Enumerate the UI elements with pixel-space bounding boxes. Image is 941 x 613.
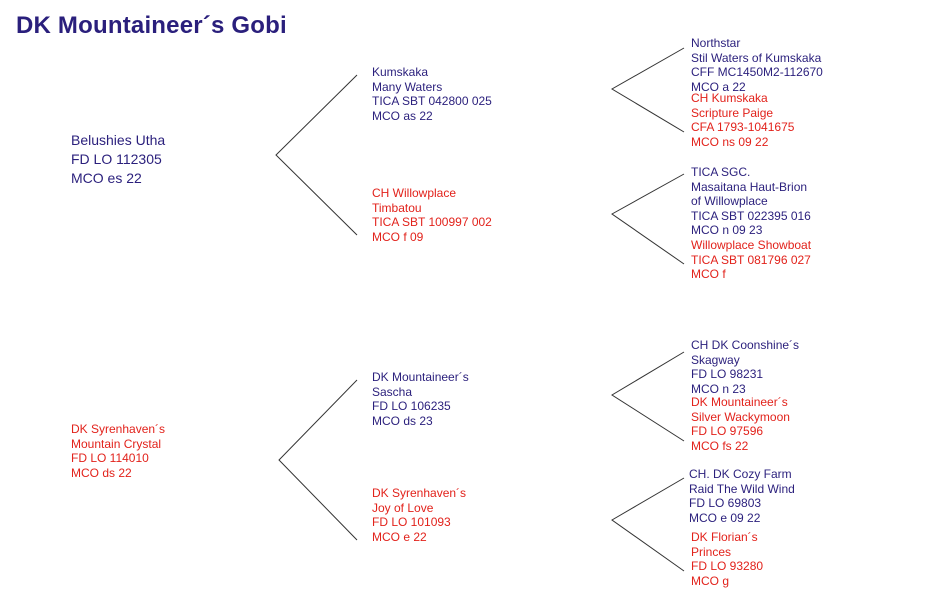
dss-line-4: MCO n 23 [691,381,746,396]
sire-dam-entry: CH Willowplace Timbatou TICA SBT 100997 … [372,186,492,244]
dss-entry: CH DK Coonshine´s Skagway FD LO 98231 MC… [691,338,799,396]
dsd-entry: DK Mountaineer´s Silver Wackymoon FD LO … [691,395,790,453]
ddd-line-4: MCO g [691,573,730,588]
sss-line-2: Stil Waters of Kumskaka [691,50,822,65]
dd-line-2: Joy of Love [372,500,434,515]
ds-line-1: DK Mountaineer´s [372,370,469,384]
dam-name-line: DK Syrenhaven´s [71,422,166,436]
ssd-line-3: CFA 1793-1041675 [691,120,795,135]
dsd-line-4: MCO fs 22 [691,438,749,453]
ddd-entry: DK Florian´s Princes FD LO 93280 MCO g [691,530,763,588]
dam-dam-entry: DK Syrenhaven´s Joy of Love FD LO 101093… [372,486,466,544]
dam-sire-entry: DK Mountaineer´s Sascha FD LO 106235 MCO… [372,370,469,428]
ssd-entry: CH Kumskaka Scripture Paige CFA 1793-104… [691,91,794,149]
dss-line-2: Skagway [691,352,740,367]
ds-line-3: FD LO 106235 [372,399,451,414]
sire-reg-line: FD LO 112305 [71,151,162,167]
dd-line-4: MCO e 22 [372,529,427,544]
connector-ss-branch [611,47,685,133]
dd-line-1: DK Syrenhaven´s [372,486,467,500]
dds-line-1: CH. DK Cozy Farm [689,467,792,481]
dd-line-3: FD LO 101093 [372,515,451,530]
dds-line-4: MCO e 09 22 [689,510,761,525]
ss-line-3: TICA SBT 042800 025 [372,94,492,109]
sss-line-3: CFF MC1450M2-112670 [691,65,823,80]
sd-line-2: Timbatou [372,200,422,215]
sds-line-4: TICA SBT 022395 016 [691,208,811,223]
connector-dam-branch [278,379,358,541]
sire-name-line: Belushies Utha [71,132,166,148]
sd-line-1: CH Willowplace [372,186,457,200]
dsd-line-3: FD LO 97596 [691,424,764,439]
dsd-line-1: DK Mountaineer´s [691,395,788,409]
sd-line-3: TICA SBT 100997 002 [372,215,492,230]
dds-line-2: Raid The Wild Wind [689,481,795,496]
sdd-line-2: TICA SBT 081796 027 [691,252,811,267]
sds-entry: TICA SGC. Masaitana Haut-Brion of Willow… [691,165,811,238]
sss-entry: Northstar Stil Waters of Kumskaka CFF MC… [691,36,823,94]
ss-line-2: Many Waters [372,79,443,94]
dam-reg-line: FD LO 114010 [71,451,149,466]
ddd-line-2: Princes [691,544,732,559]
sss-line-4: MCO a 22 [691,79,746,94]
ddd-line-1: DK Florian´s [691,530,758,544]
ds-line-4: MCO ds 23 [372,413,433,428]
dss-line-1: CH DK Coonshine´s [691,338,800,352]
ssd-line-1: CH Kumskaka [691,91,768,105]
sire-entry: Belushies Utha FD LO 112305 MCO es 22 [71,131,165,188]
ssd-line-4: MCO ns 09 22 [691,134,769,149]
dds-entry: CH. DK Cozy Farm Raid The Wild Wind FD L… [689,467,795,525]
ss-line-1: Kumskaka [372,65,429,79]
page-title: DK Mountaineer´s Gobi [16,12,287,39]
dds-line-3: FD LO 69803 [689,496,762,511]
sire-breed-line: MCO es 22 [71,170,142,186]
sds-line-3: of Willowplace [691,194,768,209]
dam-entry: DK Syrenhaven´s Mountain Crystal FD LO 1… [71,422,165,480]
sdd-line-1: Willowplace Showboat [691,238,812,252]
ssd-line-2: Scripture Paige [691,105,774,120]
sire-sire-entry: Kumskaka Many Waters TICA SBT 042800 025… [372,65,492,123]
connector-ds-branch [611,351,685,442]
ds-line-2: Sascha [372,384,413,399]
ss-line-4: MCO as 22 [372,108,433,123]
dsd-line-2: Silver Wackymoon [691,409,790,424]
sdd-entry: Willowplace Showboat TICA SBT 081796 027… [691,238,811,282]
sss-line-1: Northstar [691,36,741,50]
sd-line-4: MCO f 09 [372,229,424,244]
connector-sd-branch [611,173,685,265]
sds-line-2: Masaitana Haut-Brion [691,179,808,194]
connector-sire-branch [275,74,358,236]
sds-line-1: TICA SGC. [691,165,751,179]
sdd-line-3: MCO f [691,267,726,282]
ddd-line-3: FD LO 93280 [691,559,764,574]
sds-line-5: MCO n 09 23 [691,223,763,238]
dss-line-3: FD LO 98231 [691,367,764,382]
dam-name-line-2: Mountain Crystal [71,436,162,451]
dam-breed-line: MCO ds 22 [71,465,132,480]
connector-dd-branch [611,477,685,572]
